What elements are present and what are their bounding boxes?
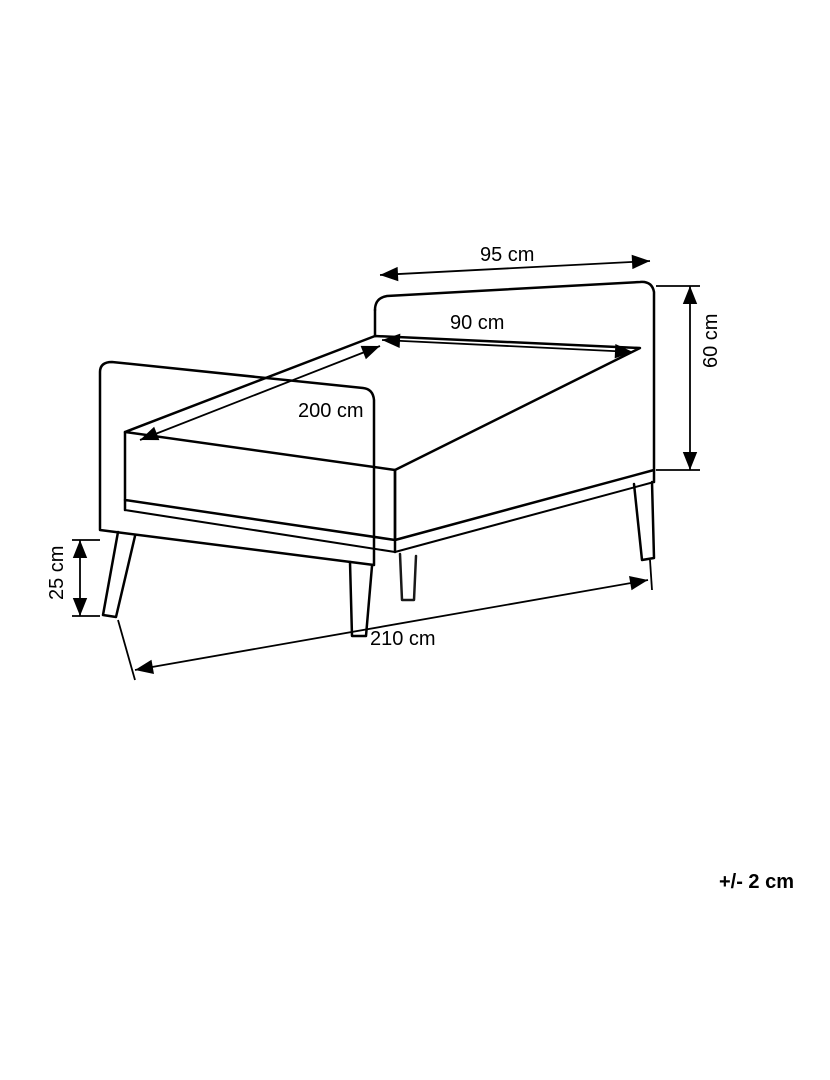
label-leg-height: 25 cm xyxy=(46,546,69,600)
tolerance-note: +/- 2 cm xyxy=(719,871,794,894)
dim-overall-length xyxy=(135,580,648,670)
bed-outline xyxy=(100,282,654,636)
label-mattress-length: 200 cm xyxy=(298,400,364,423)
label-mattress-width: 90 cm xyxy=(450,312,504,335)
label-headboard-width: 95 cm xyxy=(480,244,534,267)
label-headboard-height: 60 cm xyxy=(700,314,723,368)
label-overall-length: 210 cm xyxy=(370,628,436,651)
dim-mattress-length xyxy=(140,346,380,440)
dimension-lines xyxy=(72,261,700,680)
bed-dimension-svg xyxy=(0,0,830,1080)
diagram-canvas: 95 cm 90 cm 200 cm 60 cm 210 cm 25 cm +/… xyxy=(0,0,830,1080)
